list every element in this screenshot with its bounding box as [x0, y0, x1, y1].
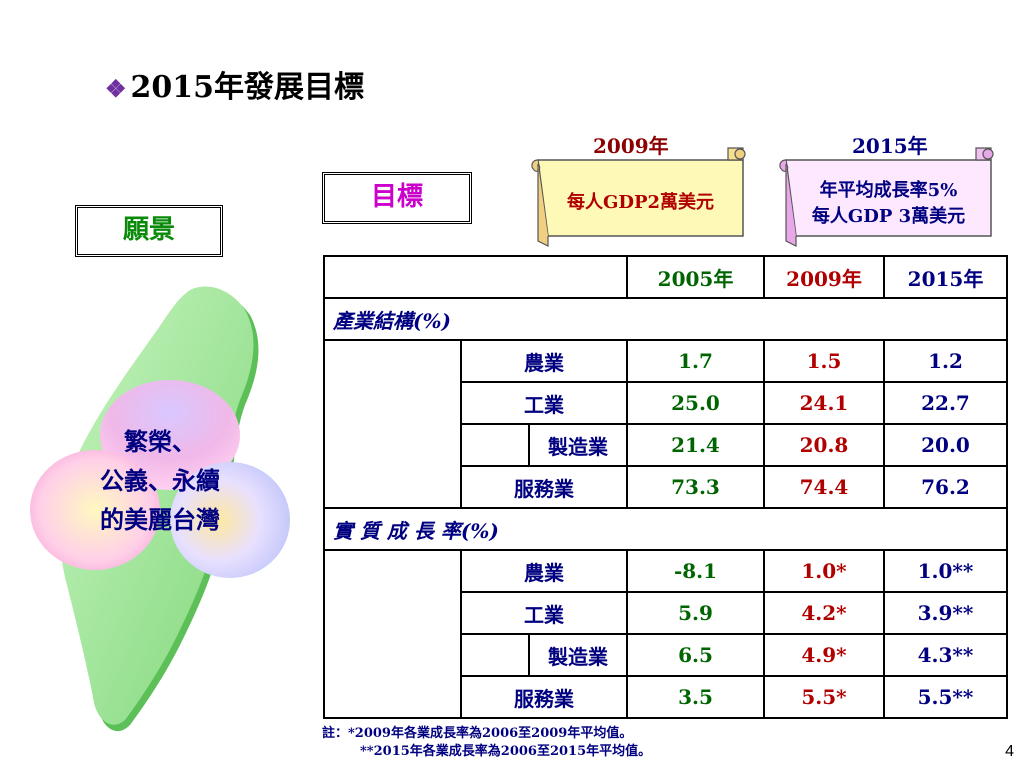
row-label: 工業: [460, 591, 628, 635]
cell-2009: 20.8: [763, 423, 885, 467]
scroll-2009-year: 2009年: [593, 134, 669, 158]
cell-2005: -8.1: [626, 549, 765, 593]
table-row: 工業 5.9 4.2* 3.9**: [324, 591, 1008, 635]
cell-2015: 4.3**: [883, 633, 1008, 677]
cell-2005: 73.3: [626, 465, 765, 509]
cell-2005: 21.4: [626, 423, 765, 467]
cell-2015: 1.0**: [883, 549, 1008, 593]
cell-2005: 3.5: [626, 675, 765, 719]
goal-label: 目標: [370, 182, 423, 212]
header-blank: [323, 255, 628, 299]
section-row-real-growth: 實 質 成 長 率(%): [323, 507, 1008, 551]
row-label: 服務業: [460, 465, 628, 509]
cell-2015: 22.7: [883, 381, 1008, 425]
cell-2005: 5.9: [626, 591, 765, 635]
economic-targets-table: 2005年 2009年 2015年 產業結構(%) 農業 1.7 1.5 1.2…: [323, 255, 1008, 719]
table-row: 農業 1.7 1.5 1.2: [323, 339, 1008, 508]
cell-2015: 5.5**: [883, 675, 1008, 719]
cell-2009: 5.5*: [763, 675, 885, 719]
bubble-left: [30, 450, 160, 570]
table-row: 服務業 73.3 74.4 76.2: [324, 465, 1008, 509]
cell-2005: 6.5: [626, 633, 765, 677]
cell-2009: 1.5: [763, 339, 885, 383]
indent-cell: [323, 550, 462, 719]
vision-label-box: 願景: [75, 205, 223, 257]
footnote: 註：*2009年各業成長率為2006至2009年平均值。 **2015年各業成長…: [322, 725, 651, 761]
scroll-2015-line1: 年平均成長率5%: [819, 180, 958, 201]
scroll-2015-year: 2015年: [852, 134, 928, 158]
header-2015: 2015年: [883, 255, 1008, 299]
page-title-text: 2015年發展目標: [130, 70, 365, 105]
section-title-real-growth: 實 質 成 長 率(%): [323, 507, 1008, 551]
page-number: 4: [1005, 743, 1014, 760]
row-label: 農業: [460, 339, 628, 383]
header-2009: 2009年: [763, 255, 885, 299]
scroll-2015-line2: 每人GDP 3萬美元: [811, 206, 966, 227]
vision-label: 願景: [122, 215, 175, 245]
cell-2009: 4.9*: [763, 633, 885, 677]
scroll-2009-text: 每人GDP2萬美元: [566, 192, 715, 213]
bubble-top: [100, 380, 240, 490]
cell-2009: 4.2*: [763, 591, 885, 635]
table-row: 製造業 6.5 4.9* 4.3**: [324, 633, 1008, 677]
section-row-industry-structure: 產業結構(%): [323, 297, 1008, 341]
cell-2005: 25.0: [626, 381, 765, 425]
cell-2015: 20.0: [883, 423, 1008, 467]
footnote-line-1: 註：*2009年各業成長率為2006至2009年平均值。: [322, 726, 633, 741]
vision-line-3: 的美麗台灣: [100, 505, 220, 534]
footnote-line-2: **2015年各業成長率為2006至2015年平均值。: [360, 744, 652, 759]
table-header-row: 2005年 2009年 2015年: [323, 255, 1008, 299]
bubble-right: [170, 462, 290, 578]
scroll-2009-shape: [531, 147, 746, 247]
page-title: ❖ 2015年發展目標: [105, 62, 364, 106]
scroll-2015-shape: [779, 147, 994, 247]
scroll-2015: 年平均成長率5% 每人GDP 3萬美元: [776, 146, 1001, 251]
cell-2015: 76.2: [883, 465, 1008, 509]
row-label: 農業: [460, 549, 628, 593]
table-row: 服務業 3.5 5.5* 5.5**: [324, 675, 1008, 719]
scroll-2009: 每人GDP2萬美元: [528, 146, 753, 251]
cell-2015: 1.2: [883, 339, 1008, 383]
sub-indent-cell: [460, 424, 530, 466]
taiwan-map-illustration: 繁榮、 公義、永續 的美麗台灣: [30, 286, 290, 732]
table-row: 製造業 21.4 20.8 20.0: [324, 423, 1008, 467]
row-label: 服務業: [460, 675, 628, 719]
row-label: 製造業: [529, 423, 628, 467]
bullet-icon: ❖: [105, 74, 127, 103]
cell-2005: 1.7: [626, 339, 765, 383]
cell-2009: 1.0*: [763, 549, 885, 593]
row-label: 製造業: [529, 633, 628, 677]
table-row: 農業 -8.1 1.0* 1.0**: [323, 549, 1008, 719]
section-title-industry-structure: 產業結構(%): [323, 297, 1008, 341]
indent-cell: [323, 340, 462, 508]
header-2005: 2005年: [626, 255, 765, 299]
goal-label-box: 目標: [322, 172, 472, 224]
cell-2015: 3.9**: [883, 591, 1008, 635]
sub-indent-cell: [460, 634, 530, 676]
vision-line-2: 公義、永續: [100, 466, 220, 495]
table-row: 工業 25.0 24.1 22.7: [324, 381, 1008, 425]
cell-2009: 24.1: [763, 381, 885, 425]
vision-line-1: 繁榮、: [124, 427, 196, 456]
cell-2009: 74.4: [763, 465, 885, 509]
row-label: 工業: [460, 381, 628, 425]
